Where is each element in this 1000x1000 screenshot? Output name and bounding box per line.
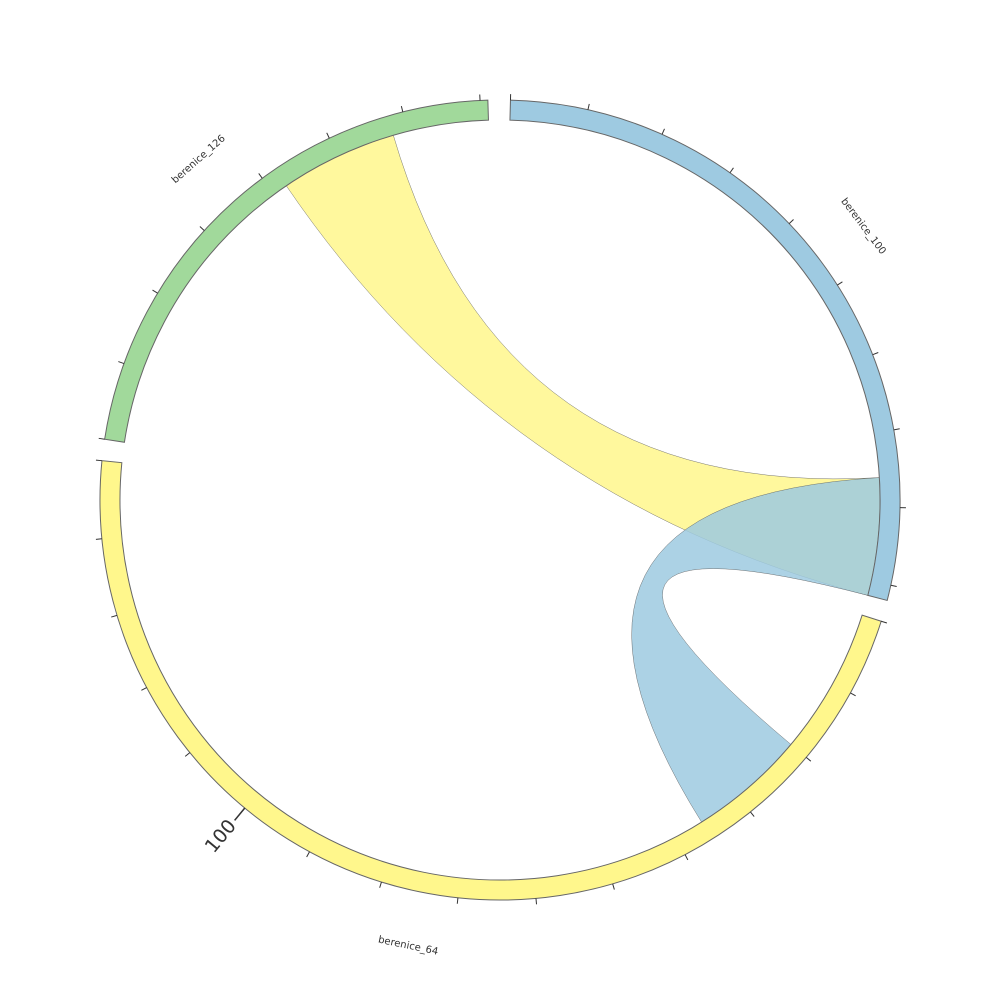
group-label: berenice_126 (170, 133, 228, 186)
tick-mark (400, 106, 404, 113)
tick-mark (684, 854, 689, 861)
tick-mark (141, 687, 147, 691)
tick-mark (184, 752, 191, 757)
tick-mark (95, 459, 102, 462)
tick-mark (893, 428, 900, 431)
tick-mark (379, 881, 382, 888)
tick-mark (98, 437, 105, 440)
tick-label: 100 (201, 815, 241, 857)
tick-mark (587, 103, 590, 110)
tick-mark (535, 898, 538, 905)
tick-mark (837, 281, 843, 286)
tick-mark (234, 807, 246, 821)
tick-mark (306, 851, 310, 858)
tick-mark (881, 620, 888, 624)
tick-mark (111, 614, 118, 618)
chord (631, 477, 881, 823)
tick-mark (788, 219, 794, 225)
tick-mark (612, 883, 615, 890)
group-label: berenice_64 (377, 935, 439, 958)
tick-mark (890, 584, 897, 587)
tick-mark (326, 132, 330, 139)
tick-mark (199, 226, 205, 231)
tick-mark (258, 173, 263, 179)
group-arc (104, 99, 489, 443)
group-arc (509, 99, 901, 602)
tick-mark (729, 167, 734, 174)
tick-mark (118, 361, 125, 365)
tick-mark (805, 756, 812, 762)
tick-mark (872, 352, 879, 356)
group-label: berenice_100 (838, 196, 887, 256)
tick-mark (152, 289, 158, 294)
tick-mark (750, 811, 755, 817)
tick-mark (95, 538, 102, 540)
tick-mark (661, 128, 665, 135)
tick-mark (456, 897, 459, 904)
tick-mark (850, 692, 856, 697)
